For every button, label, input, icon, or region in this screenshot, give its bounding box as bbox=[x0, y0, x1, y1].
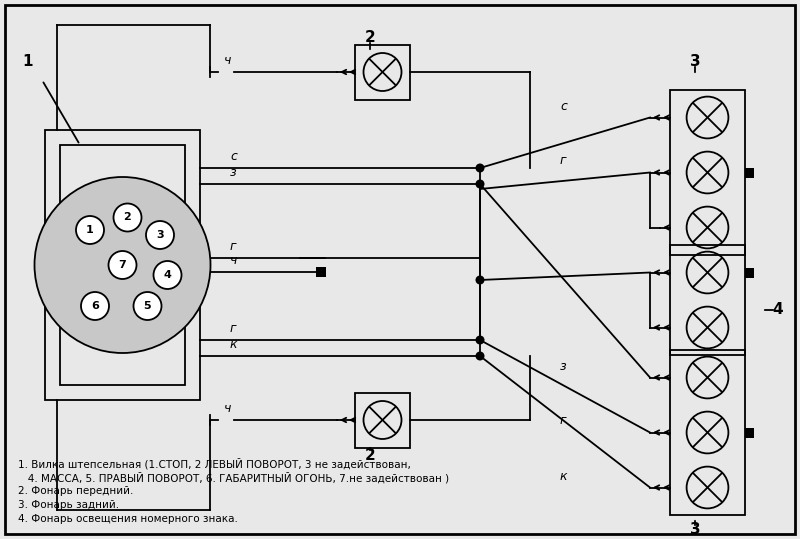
Text: 4. Фонарь освещения номерного знака.: 4. Фонарь освещения номерного знака. bbox=[18, 514, 238, 524]
Bar bbox=[745, 168, 754, 177]
Text: с: с bbox=[230, 150, 237, 163]
Text: з: з bbox=[230, 166, 237, 179]
Text: г: г bbox=[560, 155, 566, 168]
Text: к: к bbox=[560, 469, 567, 482]
Text: 3: 3 bbox=[690, 54, 700, 70]
Text: г: г bbox=[230, 322, 237, 335]
Bar bbox=[670, 245, 745, 355]
Circle shape bbox=[114, 204, 142, 231]
Text: 3. Фонарь задний.: 3. Фонарь задний. bbox=[18, 500, 119, 510]
Circle shape bbox=[134, 292, 162, 320]
Circle shape bbox=[475, 163, 485, 172]
Text: 5: 5 bbox=[144, 301, 151, 311]
Bar bbox=[670, 90, 745, 255]
Circle shape bbox=[154, 261, 182, 289]
Text: 4: 4 bbox=[773, 302, 783, 317]
Text: к: к bbox=[230, 338, 238, 351]
Text: г: г bbox=[230, 240, 237, 253]
Circle shape bbox=[81, 292, 109, 320]
Circle shape bbox=[475, 179, 485, 189]
Circle shape bbox=[475, 351, 485, 361]
Circle shape bbox=[109, 251, 137, 279]
Text: с: с bbox=[560, 100, 567, 113]
Bar bbox=[45, 130, 200, 400]
Text: з: з bbox=[560, 360, 566, 372]
Bar bbox=[316, 267, 326, 277]
Bar bbox=[670, 350, 745, 515]
Text: 2: 2 bbox=[365, 447, 375, 462]
Text: ч: ч bbox=[224, 54, 231, 67]
Bar bbox=[355, 392, 410, 447]
Text: 2: 2 bbox=[124, 212, 131, 223]
Text: 1: 1 bbox=[86, 225, 94, 235]
Text: 6: 6 bbox=[91, 301, 99, 311]
Circle shape bbox=[475, 275, 485, 285]
Text: 3: 3 bbox=[690, 522, 700, 537]
Text: ч: ч bbox=[224, 402, 231, 415]
Bar bbox=[60, 145, 185, 385]
Text: 3: 3 bbox=[156, 230, 164, 240]
Text: 7: 7 bbox=[118, 260, 126, 270]
Text: 1: 1 bbox=[22, 54, 34, 70]
Bar bbox=[745, 427, 754, 438]
Text: 1. Вилка штепсельная (1.СТОП, 2 ЛЕВЫЙ ПОВОРОТ, 3 не задействован,: 1. Вилка штепсельная (1.СТОП, 2 ЛЕВЫЙ ПО… bbox=[18, 458, 411, 469]
Bar bbox=[355, 45, 410, 100]
Circle shape bbox=[146, 221, 174, 249]
Bar bbox=[745, 267, 754, 278]
Text: 4. МАССА, 5. ПРАВЫЙ ПОВОРОТ, 6. ГАБАРИТНЫЙ ОГОНЬ, 7.не задействован ): 4. МАССА, 5. ПРАВЫЙ ПОВОРОТ, 6. ГАБАРИТН… bbox=[18, 472, 449, 483]
Text: г: г bbox=[560, 414, 566, 427]
Text: 4: 4 bbox=[163, 270, 171, 280]
Circle shape bbox=[76, 216, 104, 244]
Circle shape bbox=[34, 177, 210, 353]
Text: 2: 2 bbox=[365, 31, 375, 45]
Text: ч: ч bbox=[230, 254, 238, 267]
Text: 2. Фонарь передний.: 2. Фонарь передний. bbox=[18, 486, 134, 496]
Circle shape bbox=[475, 335, 485, 344]
